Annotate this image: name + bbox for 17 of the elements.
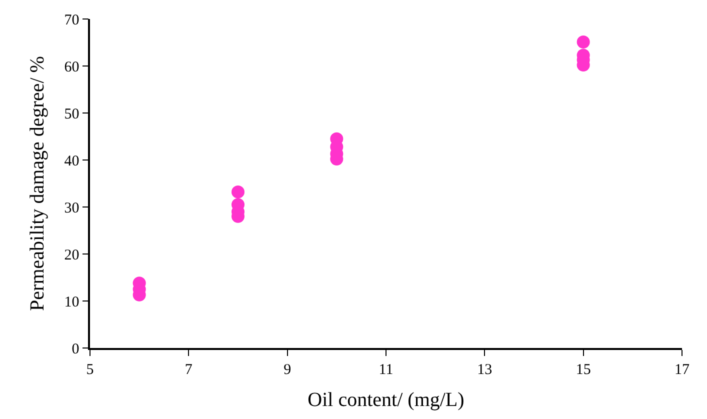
y-tick-label: 0 [72,341,80,358]
y-tick-label: 40 [64,153,80,170]
y-tick-label: 60 [64,59,80,76]
x-tick-label: 13 [477,362,492,378]
x-tick-label: 5 [86,362,94,378]
x-tick-label: 15 [576,362,591,378]
x-axis-title: Oil content/ (mg/L) [308,388,464,411]
x-tick-label: 7 [184,362,193,378]
y-tick-label: 70 [64,12,80,28]
y-tick-label: 10 [64,294,80,310]
y-axis-title: Permeability damage degree/ % [26,56,48,311]
y-tick-label: 20 [64,247,80,264]
y-tick-label: 50 [64,106,80,122]
x-tick-label: 9 [284,362,292,378]
x-tick-label: 17 [674,362,690,378]
x-tick-label: 11 [378,362,394,378]
y-tick-label: 30 [64,200,80,216]
